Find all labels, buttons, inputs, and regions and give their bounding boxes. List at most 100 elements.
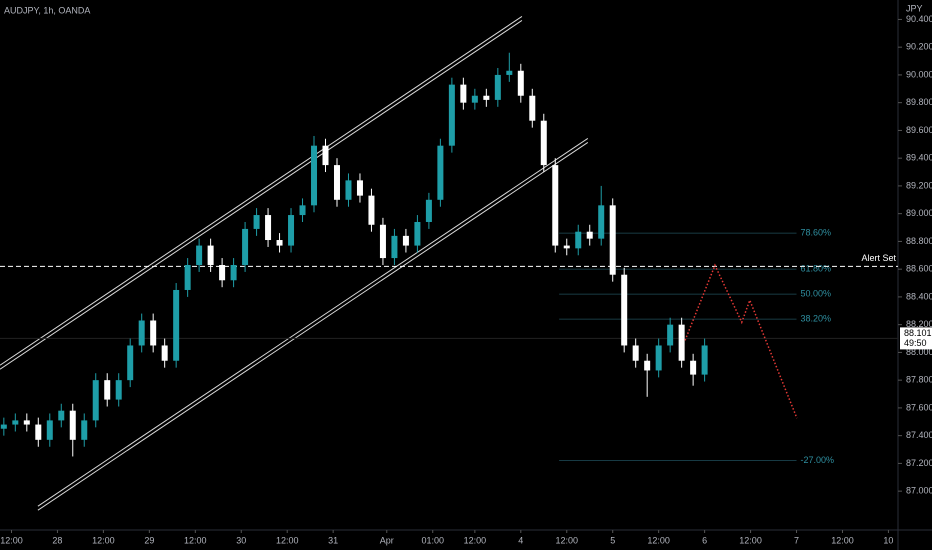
alert-label: Alert Set (861, 253, 896, 263)
x-tick-label: 12:00 (276, 535, 299, 545)
candle-body (425, 199, 432, 222)
y-tick-label: 87.600 (906, 402, 932, 412)
candle-body (219, 265, 226, 281)
candle-body (575, 231, 582, 249)
channel-line (37, 141, 589, 511)
x-tick-label: 01:00 (421, 535, 444, 545)
y-tick-label: 89.200 (906, 180, 932, 190)
candle-body (23, 420, 30, 425)
y-tick-label: 87.800 (906, 375, 932, 385)
x-tick-label: 12:00 (647, 535, 670, 545)
x-tick-label: 12:00 (831, 535, 854, 545)
y-tick-label: 88.600 (906, 264, 932, 274)
candle-body (299, 205, 306, 216)
candle-body (552, 165, 559, 246)
candle-body (621, 274, 628, 346)
y-tick-label: 87.200 (906, 458, 932, 468)
candle-body (58, 410, 65, 421)
fib-label: 38.20% (801, 313, 832, 323)
channel-line (0, 20, 523, 370)
x-tick-label: 30 (236, 535, 246, 545)
candle-body (104, 380, 111, 400)
candle-body (483, 95, 490, 100)
candle-body (402, 235, 409, 246)
candle-body (230, 265, 237, 281)
x-tick-label: 6 (702, 535, 707, 545)
candle-body (529, 95, 536, 121)
candle-body (46, 420, 53, 440)
x-tick-label: 29 (144, 535, 154, 545)
x-tick-label: 31 (328, 535, 338, 545)
candle-body (311, 145, 318, 206)
candle-body (253, 215, 260, 229)
y-tick-label: 87.400 (906, 430, 932, 440)
candle-body (506, 70, 513, 75)
candle-body (437, 145, 444, 200)
candle-body (667, 324, 674, 346)
y-tick-label: 87.000 (906, 486, 932, 496)
candle-body (655, 345, 662, 371)
candle-body (12, 420, 19, 425)
candle-body (173, 289, 180, 361)
fib-label: 78.60% (801, 227, 832, 237)
candle-body (690, 360, 697, 375)
y-tick-label: 89.000 (906, 208, 932, 218)
x-tick-label: 12:00 (184, 535, 207, 545)
x-tick-label: 28 (52, 535, 62, 545)
y-tick-label: 89.400 (906, 153, 932, 163)
candle-body (356, 180, 363, 196)
x-tick-label: 12:00 (92, 535, 115, 545)
candle-body (81, 420, 88, 440)
candle-body (632, 345, 639, 361)
candle-body (69, 410, 76, 440)
fib-label: 50.00% (801, 289, 832, 299)
projection-path (684, 263, 798, 419)
candle-body (414, 221, 421, 246)
candle-body (35, 424, 42, 440)
candle-body (644, 360, 651, 371)
candle-body (494, 74, 501, 100)
countdown-label: 49:50 (904, 338, 927, 348)
y-tick-label: 88.000 (906, 347, 932, 357)
candle-body (471, 95, 478, 103)
candle-body (196, 245, 203, 265)
x-tick-label: Apr (380, 535, 394, 545)
candle-body (379, 224, 386, 259)
y-tick-label: 88.800 (906, 236, 932, 246)
candle-body (150, 320, 157, 346)
candle-body (161, 345, 168, 361)
candle-body (127, 345, 134, 381)
fib-label: -27.00% (801, 455, 835, 465)
candle-body (333, 165, 340, 200)
channel-line (0, 16, 523, 366)
x-tick-label: 7 (794, 535, 799, 545)
x-tick-label: 12:00 (464, 535, 487, 545)
candle-body (586, 231, 593, 239)
candle-body (391, 235, 398, 259)
candle-body (288, 215, 295, 246)
chart-title: AUDJPY, 1h, OANDA (4, 5, 90, 15)
candle-body (460, 84, 467, 103)
candle-body (184, 265, 191, 290)
candle-body (678, 324, 685, 361)
candle-body (242, 228, 249, 265)
last-price-label: 88.101 (904, 328, 932, 338)
x-tick-label: 12:00 (739, 535, 762, 545)
y-tick-label: 88.200 (906, 319, 932, 329)
candle-body (207, 245, 214, 265)
candle-body (598, 205, 605, 239)
candle-body (322, 145, 329, 166)
candle-body (368, 195, 375, 225)
last-price-box (900, 327, 932, 350)
fib-label: 61.80% (801, 264, 832, 274)
candle-body (0, 424, 7, 429)
candle-body (609, 205, 616, 275)
candle-body (345, 180, 352, 200)
x-tick-label: 12:00 (0, 535, 23, 545)
x-tick-label: 5 (610, 535, 615, 545)
y-tick-label: 90.200 (906, 42, 932, 52)
y-tick-label: 89.800 (906, 97, 932, 107)
